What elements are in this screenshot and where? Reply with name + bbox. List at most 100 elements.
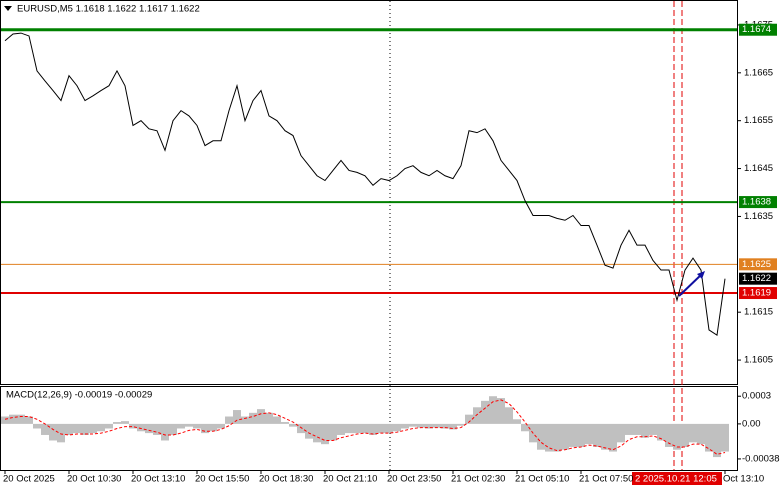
macd-bar [449, 423, 457, 430]
signal-line [4, 399, 726, 455]
macd-bar [137, 423, 145, 432]
macd-bar [145, 423, 153, 434]
macd-bar [129, 423, 137, 429]
macd-bar [585, 423, 593, 445]
macd-bar [513, 419, 521, 424]
macd-bar [641, 423, 649, 438]
macd-bar [689, 423, 697, 443]
macd-bar [385, 423, 393, 434]
macd-bar [121, 421, 129, 424]
x-tick-label: 21 Oct 07:50 [579, 474, 633, 485]
macd-bar [209, 423, 217, 432]
macd-bar [25, 416, 33, 424]
y-tick-label: 0.00 [742, 418, 761, 429]
macd-bar [193, 423, 201, 429]
annotation-box [632, 472, 722, 485]
macd-bar [721, 423, 729, 452]
price-label-box [739, 272, 777, 285]
y-tick-label: 1.1635 [744, 211, 773, 222]
macd-bar [281, 422, 289, 424]
macd-bar [649, 423, 657, 435]
price-label: 1.1622 [742, 273, 771, 284]
level-label: 1.1638 [742, 197, 771, 208]
macd-bar [553, 423, 561, 452]
level-label-box [739, 258, 777, 271]
macd-bar [489, 396, 497, 424]
macd-bar [417, 423, 425, 428]
macd-bar [537, 423, 545, 450]
chart-title: EURUSD,M5 1.1618 1.1622 1.1617 1.1622 [17, 4, 200, 15]
macd-bar [113, 422, 121, 424]
macd-bar [185, 423, 193, 427]
x-tick-label: 21 Oct 02:30 [451, 474, 505, 485]
macd-bar [337, 423, 345, 435]
macd-bar [633, 423, 641, 435]
macd-bar [233, 410, 241, 424]
macd-bar [713, 423, 721, 458]
macd-bar [105, 423, 113, 429]
macd-bar [617, 423, 625, 443]
macd-bar [601, 423, 609, 450]
x-tick-label: Oct 13:10 [723, 474, 764, 485]
x-tick-label: 21 Oct 05:10 [515, 474, 569, 485]
macd-bar [673, 423, 681, 450]
macd-bar [177, 423, 185, 429]
macd-bar [241, 416, 249, 424]
x-tick-label: 20 Oct 23:50 [387, 474, 441, 485]
macd-bar [625, 423, 633, 435]
plot-layer [1, 28, 737, 458]
macd-bar [561, 423, 569, 450]
macd-bar [345, 423, 353, 434]
macd-bar [369, 423, 377, 435]
macd-bar [569, 423, 577, 447]
macd-frame [0, 386, 738, 471]
macd-bar [353, 423, 361, 434]
macd-bar [17, 414, 25, 424]
macd-bar [305, 423, 313, 439]
macd-bar [273, 416, 281, 424]
macd-title: MACD(12,26,9) -0.00019 -0.00029 [6, 390, 152, 401]
macd-bar [473, 407, 481, 424]
macd-bar [657, 423, 665, 441]
macd-bar [457, 423, 465, 426]
macd-bar [33, 423, 41, 429]
macd-bar [497, 398, 505, 424]
level-label-box [739, 287, 777, 300]
macd-bar [289, 423, 297, 427]
price-line [4, 32, 726, 337]
y-tick-label: 1.1615 [744, 307, 773, 318]
macd-bar [169, 423, 177, 435]
y-tick-label: 1.1665 [744, 67, 773, 78]
trade-arrow [678, 272, 704, 297]
macd-bar [377, 423, 385, 434]
x-tick-label: 20 Oct 21:10 [323, 474, 377, 485]
macd-bar [217, 423, 225, 429]
macd-bar [41, 423, 49, 435]
macd-bar [425, 423, 433, 429]
macd-bar [393, 423, 401, 432]
y-tick-label: 1.1645 [744, 163, 773, 174]
x-tick-label: 20 Oct 10:30 [67, 474, 121, 485]
macd-bar [1, 416, 9, 424]
macd-bar [521, 423, 529, 432]
arrow-head [697, 271, 705, 279]
x-tick-label: 20 Oct 2025 [3, 474, 55, 485]
macd-bar [265, 412, 273, 424]
macd-bar [577, 423, 585, 447]
macd-bar [321, 423, 329, 445]
macd-bar [49, 423, 57, 441]
macd-bar [65, 423, 73, 435]
level-label: 1.1674 [742, 24, 771, 35]
macd-bar [681, 423, 689, 447]
macd-bar [505, 407, 513, 424]
menu-icon [4, 6, 12, 11]
macd-bar [465, 414, 473, 424]
macd-bar [313, 423, 321, 443]
macd-bar [57, 423, 65, 443]
annotation-label: 2 2025.10.21 12:05 [635, 474, 717, 485]
macd-bar [329, 423, 337, 441]
macd-bar [249, 412, 257, 424]
macd-bar [609, 423, 617, 452]
macd-bar [89, 423, 97, 434]
